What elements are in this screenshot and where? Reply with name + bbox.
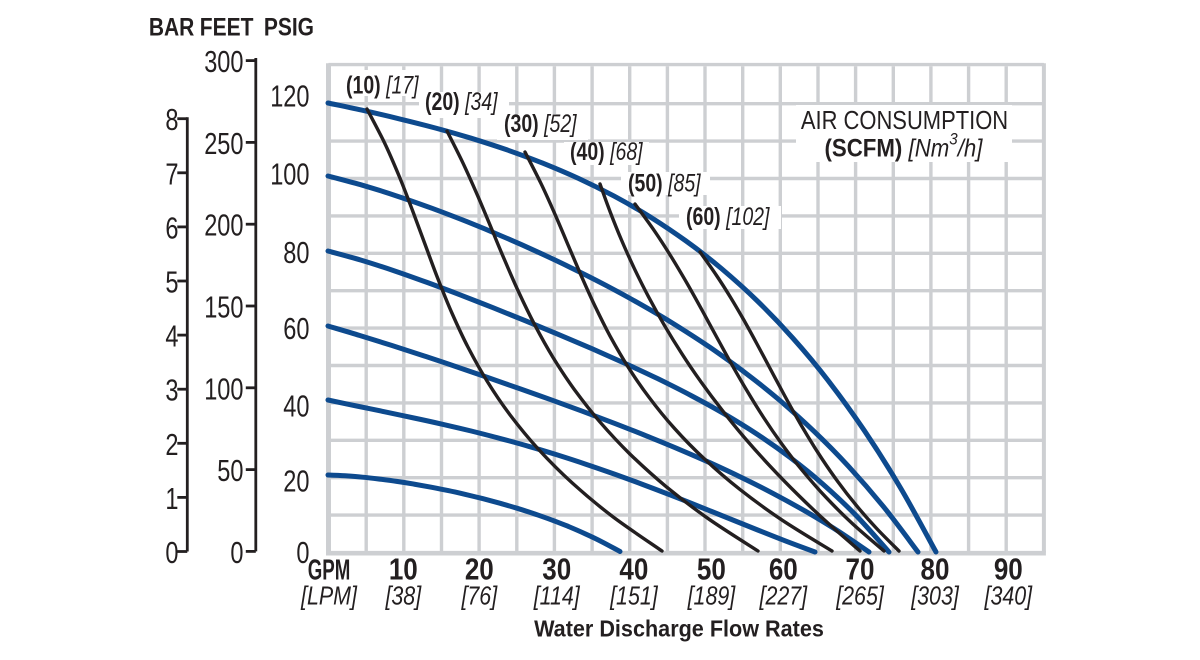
svg-text:5: 5: [165, 264, 178, 299]
svg-text:60: 60: [769, 552, 798, 587]
svg-text:100: 100: [270, 156, 309, 191]
svg-text:200: 200: [204, 207, 243, 242]
svg-text:[340]: [340]: [984, 582, 1033, 610]
svg-text:300: 300: [204, 44, 243, 79]
svg-text:3: 3: [165, 373, 178, 408]
svg-text:50: 50: [697, 552, 726, 587]
svg-text:[151]: [151]: [609, 582, 658, 610]
svg-text:120: 120: [270, 78, 309, 113]
svg-text:40: 40: [619, 552, 648, 587]
svg-text:60: 60: [283, 311, 309, 346]
svg-text:20: 20: [283, 463, 309, 498]
svg-text:100: 100: [204, 371, 243, 406]
svg-text:7: 7: [165, 156, 178, 191]
svg-text:[189]: [189]: [687, 582, 736, 610]
svg-text:(SCFM) [Nm3/h]: (SCFM) [Nm3/h]: [825, 130, 984, 163]
svg-text:2: 2: [165, 427, 178, 462]
svg-text:(60) [102]: (60) [102]: [686, 203, 770, 231]
svg-text:50: 50: [217, 453, 243, 488]
svg-text:4: 4: [165, 318, 178, 353]
svg-text:20: 20: [465, 552, 494, 587]
svg-text:0: 0: [296, 535, 309, 570]
svg-text:[38]: [38]: [385, 582, 422, 610]
svg-text:1: 1: [165, 481, 178, 516]
svg-text:40: 40: [283, 388, 309, 423]
svg-text:FEET: FEET: [200, 13, 254, 41]
svg-text:80: 80: [921, 552, 950, 587]
svg-text:PSIG: PSIG: [264, 13, 314, 41]
svg-text:90: 90: [994, 552, 1023, 587]
svg-text:(10) [17]: (10) [17]: [346, 71, 419, 99]
svg-text:(40) [68]: (40) [68]: [570, 138, 643, 166]
svg-text:0: 0: [165, 535, 178, 570]
svg-text:[LPM]: [LPM]: [300, 582, 357, 610]
svg-text:70: 70: [846, 552, 875, 587]
svg-text:BAR: BAR: [149, 13, 195, 41]
svg-text:80: 80: [283, 235, 309, 270]
svg-text:[227]: [227]: [759, 582, 808, 610]
svg-text:AIR CONSUMPTION: AIR CONSUMPTION: [801, 106, 1008, 135]
svg-text:[303]: [303]: [910, 582, 959, 610]
svg-text:250: 250: [204, 126, 243, 161]
svg-text:[265]: [265]: [835, 582, 884, 610]
svg-text:(30) [52]: (30) [52]: [504, 110, 577, 138]
svg-text:(50) [85]: (50) [85]: [628, 169, 701, 197]
svg-text:(20) [34]: (20) [34]: [425, 88, 498, 116]
svg-text:6: 6: [165, 210, 178, 245]
svg-text:150: 150: [204, 289, 243, 324]
svg-text:0: 0: [230, 535, 243, 570]
svg-text:[114]: [114]: [533, 582, 580, 610]
svg-text:8: 8: [165, 102, 178, 137]
svg-text:[76]: [76]: [461, 582, 498, 610]
svg-text:Water Discharge Flow Rates: Water Discharge Flow Rates: [534, 616, 824, 642]
svg-text:10: 10: [389, 552, 418, 587]
svg-text:GPM: GPM: [308, 555, 351, 587]
svg-text:30: 30: [542, 552, 571, 587]
